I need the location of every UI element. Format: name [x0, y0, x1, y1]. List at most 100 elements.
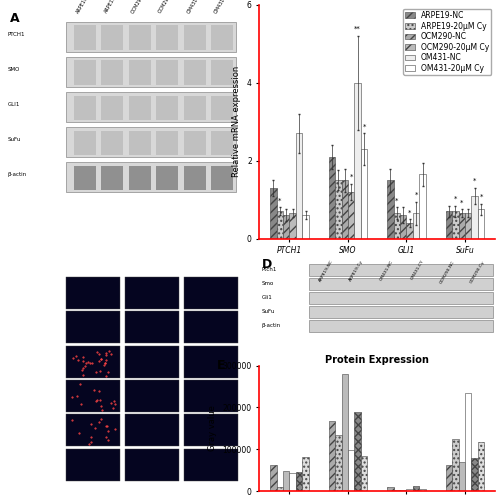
Bar: [309, 306, 492, 318]
Bar: [420, 489, 426, 491]
Text: ARPE19
NC: ARPE19 NC: [8, 288, 26, 299]
Text: OM431-NC: OM431-NC: [380, 259, 394, 282]
Bar: [156, 25, 178, 50]
Bar: [74, 61, 96, 85]
Bar: [361, 455, 368, 491]
Bar: [211, 61, 233, 85]
Text: OM431-CY: OM431-CY: [410, 259, 424, 281]
Bar: [302, 457, 309, 491]
Bar: [74, 166, 96, 190]
Bar: [66, 311, 120, 343]
Bar: [128, 96, 150, 120]
Bar: [184, 130, 206, 155]
Text: ARPE19-NC: ARPE19-NC: [318, 259, 334, 283]
Bar: [270, 465, 276, 491]
Bar: [128, 25, 150, 50]
Text: D: D: [262, 258, 272, 271]
Bar: [276, 487, 283, 491]
Bar: [66, 127, 236, 157]
Bar: [184, 414, 238, 446]
Text: GLI1: GLI1: [8, 102, 20, 107]
Bar: [184, 166, 206, 190]
Bar: [328, 421, 335, 491]
Bar: [472, 458, 478, 491]
Text: A: A: [10, 12, 20, 25]
Bar: [74, 130, 96, 155]
Bar: [156, 96, 178, 120]
Bar: [184, 277, 238, 309]
Bar: [211, 166, 233, 190]
Bar: [290, 474, 296, 491]
Bar: [184, 96, 206, 120]
Bar: [309, 278, 492, 290]
Bar: [465, 393, 471, 491]
Text: ARPE19
Cy: ARPE19 Cy: [8, 322, 26, 333]
Text: ARPE19-Cy: ARPE19-Cy: [349, 259, 364, 282]
Text: Gli1: Gli1: [146, 264, 158, 269]
Bar: [74, 96, 96, 120]
Text: ARPE19-NC: ARPE19-NC: [76, 0, 94, 14]
Bar: [184, 380, 238, 412]
Bar: [66, 380, 120, 412]
Text: SuFu: SuFu: [262, 309, 275, 314]
Bar: [452, 439, 458, 491]
Text: SMO: SMO: [8, 67, 20, 72]
Text: Smo: Smo: [86, 264, 101, 269]
Text: E: E: [217, 360, 226, 372]
Text: OM431
Cy: OM431 Cy: [8, 391, 24, 401]
Bar: [125, 448, 180, 481]
Bar: [125, 380, 180, 412]
Bar: [125, 414, 180, 446]
Bar: [101, 130, 123, 155]
Bar: [66, 162, 236, 192]
Y-axis label: Gray value: Gray value: [208, 405, 217, 451]
Bar: [101, 96, 123, 120]
Text: OCM290-Cy: OCM290-Cy: [470, 259, 486, 284]
Text: Smo: Smo: [262, 281, 274, 286]
Text: C: C: [8, 260, 16, 273]
Bar: [101, 61, 123, 85]
Bar: [128, 61, 150, 85]
Bar: [156, 166, 178, 190]
Bar: [309, 264, 492, 276]
Text: PTCH1: PTCH1: [8, 32, 25, 37]
Bar: [211, 25, 233, 50]
Bar: [400, 490, 406, 491]
Text: OM431
NC: OM431 NC: [8, 356, 24, 367]
Bar: [478, 442, 484, 491]
Bar: [348, 450, 354, 491]
Text: OM431-NC: OM431-NC: [186, 0, 204, 14]
Text: β-actin: β-actin: [8, 172, 26, 177]
Bar: [128, 166, 150, 190]
Text: OCM290
NC: OCM290 NC: [8, 425, 28, 435]
Bar: [342, 374, 348, 491]
Bar: [309, 292, 492, 305]
Text: SuFu: SuFu: [8, 137, 20, 142]
Bar: [413, 486, 420, 491]
Bar: [211, 96, 233, 120]
Bar: [446, 465, 452, 491]
Text: B: B: [262, 9, 272, 23]
Bar: [184, 311, 238, 343]
Bar: [125, 346, 180, 377]
Bar: [458, 462, 465, 491]
Bar: [184, 448, 238, 481]
Text: OCM290-Cy: OCM290-Cy: [158, 0, 176, 14]
Bar: [354, 412, 361, 491]
Bar: [101, 25, 123, 50]
Bar: [156, 61, 178, 85]
Bar: [283, 471, 290, 491]
Bar: [66, 22, 236, 52]
Bar: [296, 472, 302, 491]
Title: Protein Expression: Protein Expression: [326, 355, 429, 365]
Bar: [66, 346, 120, 377]
Bar: [211, 130, 233, 155]
Text: SuFu: SuFu: [204, 264, 218, 269]
Bar: [74, 25, 96, 50]
Bar: [66, 448, 120, 481]
Text: OM431-CY: OM431-CY: [214, 0, 230, 14]
Bar: [394, 490, 400, 491]
Bar: [184, 346, 238, 377]
Bar: [125, 277, 180, 309]
Bar: [66, 92, 236, 122]
